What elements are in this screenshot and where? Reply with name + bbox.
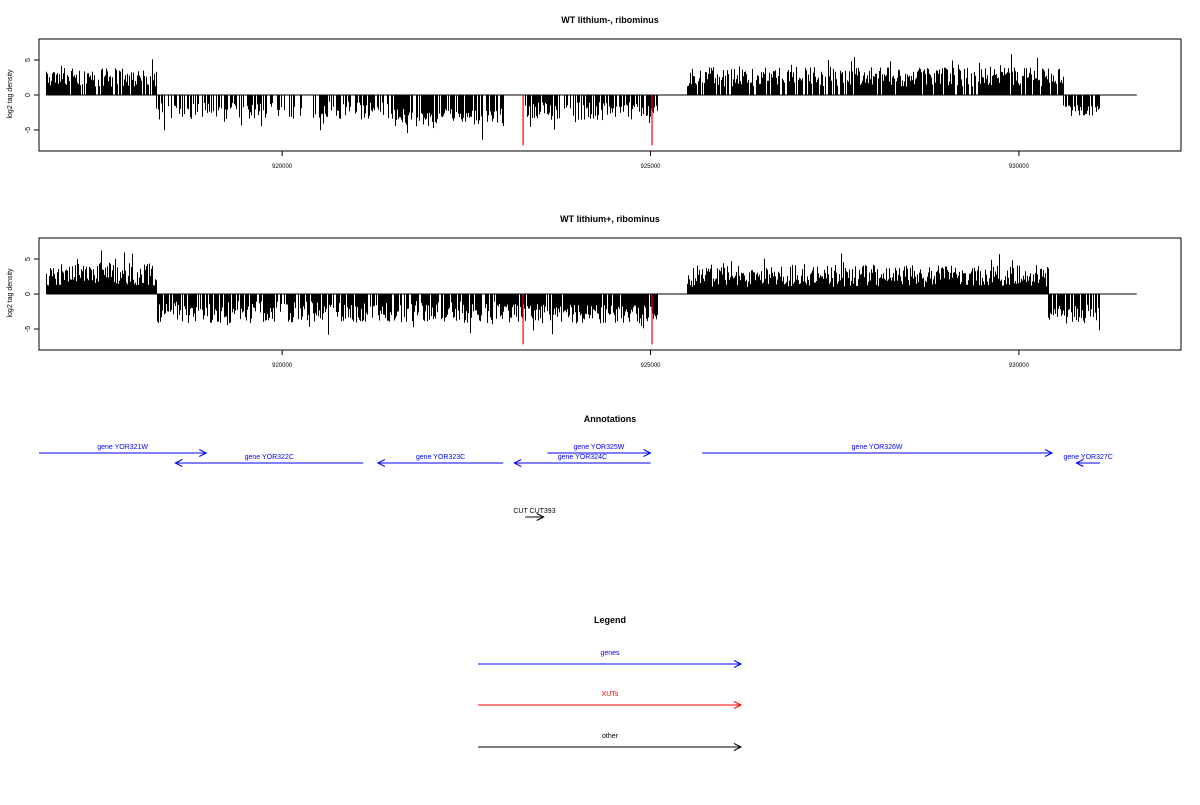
y-axis: -5 0 5 xyxy=(25,58,39,133)
arrowhead xyxy=(536,513,545,521)
legend-label: genes xyxy=(600,650,620,657)
y-tick-label: 0 xyxy=(25,292,32,296)
annotation-label: CUT CUT393 xyxy=(513,508,555,515)
annotation-label: gene YOR326W xyxy=(852,444,903,451)
annotation-cut-cut393: CUT CUT393 xyxy=(513,508,556,521)
x-tick-label: 930000 xyxy=(1009,164,1030,170)
annotation-gene-yor325w: gene YOR325W xyxy=(547,444,652,457)
legend-title: Legend xyxy=(594,615,626,625)
track-title: WT lithium+, ribominus xyxy=(560,214,660,224)
annotation-items: gene YOR321W gene YOR322C gene YOR323C gene… xyxy=(39,444,1113,521)
x-axis: 920000 925000 930000 xyxy=(272,350,1030,369)
arrowhead xyxy=(733,701,743,709)
signal-bars xyxy=(46,250,1137,345)
annotation-gene-yor327c: gene YOR327C xyxy=(1064,454,1113,467)
x-axis: 920000 925000 930000 xyxy=(272,151,1030,170)
annotation-gene-yor326w: gene YOR326W xyxy=(702,444,1054,457)
y-axis: -5 0 5 xyxy=(25,257,39,332)
arrowhead xyxy=(199,449,208,457)
annotation-label: gene YOR327C xyxy=(1064,454,1113,461)
legend-label: XUTs xyxy=(602,691,619,698)
legend-item-other: other xyxy=(478,733,743,751)
arrowhead xyxy=(643,449,652,457)
y-tick-label: -5 xyxy=(25,326,32,332)
annotation-label: gene YOR322C xyxy=(245,454,294,461)
annotation-gene-yor321w: gene YOR321W xyxy=(39,444,208,457)
x-tick-label: 920000 xyxy=(272,164,293,170)
arrowhead xyxy=(733,743,743,751)
legend: Legend genes XUTs other xyxy=(478,615,743,751)
x-tick-label: 925000 xyxy=(641,363,662,369)
annotation-gene-yor324c: gene YOR324C xyxy=(513,454,651,467)
arrowhead xyxy=(513,459,522,467)
x-tick-label: 920000 xyxy=(272,363,293,369)
y-tick-label: -5 xyxy=(25,127,32,133)
arrowhead xyxy=(1075,459,1084,467)
x-tick-label: 930000 xyxy=(1009,363,1030,369)
annotation-label: gene YOR323C xyxy=(416,454,465,461)
density-bars xyxy=(46,54,1100,140)
legend-label: other xyxy=(602,733,619,740)
annotation-label: gene YOR324C xyxy=(558,454,607,461)
legend-item-genes: genes xyxy=(478,650,743,668)
legend-items: genes XUTs other xyxy=(478,650,743,751)
x-tick-label: 925000 xyxy=(641,164,662,170)
annotation-gene-yor322c: gene YOR322C xyxy=(174,454,364,467)
legend-item-xuts: XUTs xyxy=(478,691,743,709)
arrowhead xyxy=(733,660,743,668)
arrowhead xyxy=(1044,449,1054,457)
y-tick-label: 5 xyxy=(25,58,32,62)
annotations-title: Annotations xyxy=(584,414,637,424)
arrowhead xyxy=(376,459,386,467)
signal-bars xyxy=(46,54,1137,146)
track-title: WT lithium-, ribominus xyxy=(561,15,659,25)
y-tick-label: 0 xyxy=(25,93,32,97)
annotation-label: gene YOR321W xyxy=(97,444,148,451)
annotation-gene-yor323c: gene YOR323C xyxy=(376,454,504,467)
annotation-label: gene YOR325W xyxy=(574,444,625,451)
arrowhead xyxy=(174,459,183,467)
density-bars xyxy=(46,250,1100,335)
track-panel-lithium-plus: WT lithium+, ribominus log2 tag density … xyxy=(7,214,1182,369)
track-panel-lithium-minus: WT lithium-, ribominus log2 tag density … xyxy=(7,15,1182,170)
y-axis-label: log2 tag density xyxy=(7,69,14,119)
y-tick-label: 5 xyxy=(25,257,32,261)
y-axis-label: log2 tag density xyxy=(7,268,14,318)
